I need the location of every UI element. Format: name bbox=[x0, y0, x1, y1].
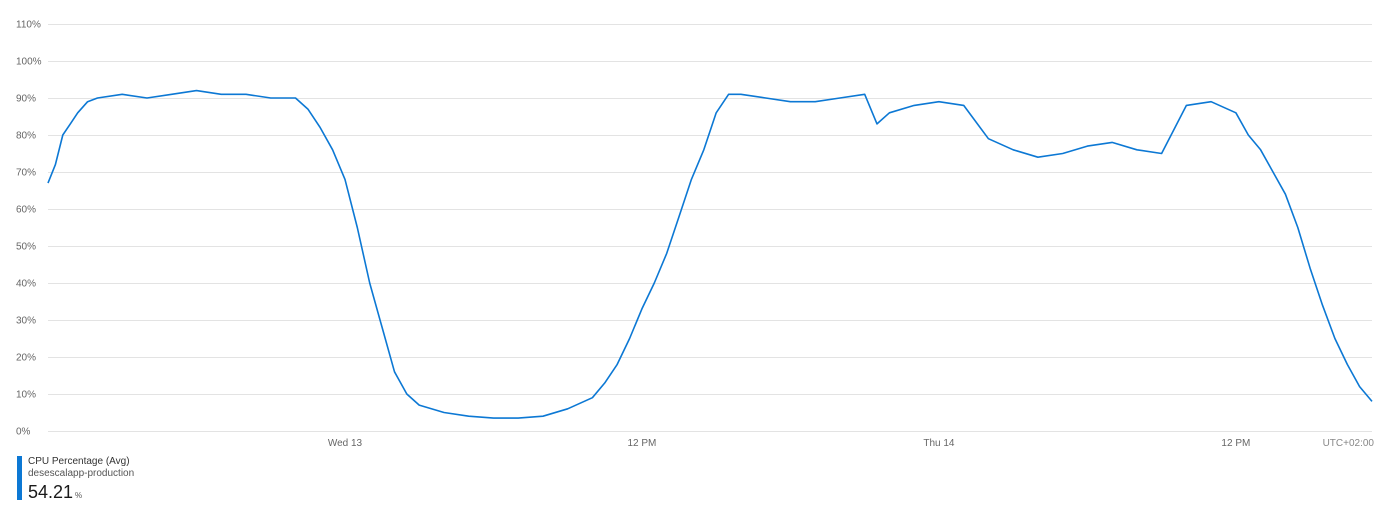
y-tick-label: 100% bbox=[16, 57, 42, 68]
y-tick-label: 60% bbox=[16, 205, 36, 216]
y-tick-label: 10% bbox=[16, 390, 36, 401]
y-tick-label: 90% bbox=[16, 94, 36, 105]
legend-value-row: 54.21% bbox=[28, 482, 134, 503]
y-tick-label: 20% bbox=[16, 353, 36, 364]
legend-text: CPU Percentage (Avg) desescalapp-product… bbox=[28, 456, 134, 503]
timezone-label: UTC+02:00 bbox=[1323, 438, 1375, 449]
legend-resource-name: desescalapp-production bbox=[28, 468, 135, 479]
y-tick-label: 80% bbox=[16, 131, 36, 142]
x-tick-label: Thu 14 bbox=[923, 438, 955, 449]
x-tick-label: 12 PM bbox=[627, 438, 656, 449]
cpu-percentage-chart: 0% 10% 20% 30% 40% 50% 60% 70% 80% 90% 100% 110% We… bbox=[16, 20, 1375, 450]
y-tick-label: 110% bbox=[16, 20, 41, 31]
y-tick-label: 30% bbox=[16, 316, 36, 327]
legend-color-swatch bbox=[17, 456, 22, 500]
cpu-percentage-line bbox=[47, 89, 1373, 419]
y-tick-label: 40% bbox=[16, 279, 36, 290]
y-axis-ticks: 0% 10% 20% 30% 40% 50% 60% 70% 80% 90% 100% 110% bbox=[16, 20, 42, 438]
x-tick-label: 12 PM bbox=[1221, 438, 1250, 449]
gridlines bbox=[48, 24, 1372, 432]
legend-current-value: 54.21 bbox=[28, 482, 74, 502]
y-tick-label: 0% bbox=[16, 427, 31, 438]
x-axis-ticks: Wed 13 12 PM Thu 14 12 PM bbox=[328, 438, 1251, 449]
x-tick-label: Wed 13 bbox=[328, 438, 363, 449]
legend-unit: % bbox=[75, 491, 83, 500]
y-tick-label: 70% bbox=[16, 168, 36, 179]
y-tick-label: 50% bbox=[16, 242, 36, 253]
series-layer bbox=[47, 89, 1373, 419]
legend-metric-name: CPU Percentage (Avg) bbox=[28, 456, 130, 467]
